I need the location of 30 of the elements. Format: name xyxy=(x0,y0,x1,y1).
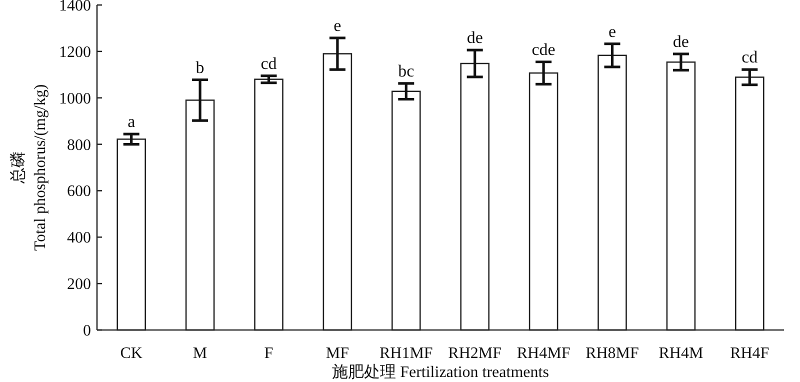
y-tick-label: 400 xyxy=(67,230,91,247)
x-tick-label: MF xyxy=(326,345,350,362)
y-tick-label: 1200 xyxy=(59,44,91,61)
annotation: de xyxy=(672,32,689,51)
y-tick-label: 1000 xyxy=(59,90,91,108)
annotation: b xyxy=(196,58,204,77)
annotation: bc xyxy=(398,61,414,80)
x-tick-label: F xyxy=(264,345,274,362)
y-tick-label: 0 xyxy=(83,322,91,340)
x-tick-label: RH4M xyxy=(658,345,704,362)
annotation: cd xyxy=(260,54,277,73)
x-tick-label: RH2MF xyxy=(448,345,502,362)
x-tick-label: CK xyxy=(120,345,143,362)
x-tick-label: RH4F xyxy=(730,345,770,362)
annotation: de xyxy=(466,28,483,48)
x-tick-label: RH1MF xyxy=(379,345,433,362)
x-axis-title: 施肥处理 Fertilization treatments xyxy=(332,363,549,381)
y-tick-label: 200 xyxy=(67,276,91,294)
x-tick-label: RH4MF xyxy=(516,345,570,362)
y-tick-label: 1400 xyxy=(59,0,91,14)
annotation: cde xyxy=(532,40,556,59)
x-tick-label: M xyxy=(192,345,208,362)
annotation: e xyxy=(334,16,342,35)
y-tick-label: 800 xyxy=(67,136,91,154)
annotation: e xyxy=(608,22,616,41)
annotation: a xyxy=(128,112,136,132)
x-tick-label: RH8MF xyxy=(586,345,640,362)
y-axis-title: 总磷 Total phosphorus/(mg/kg) xyxy=(9,84,49,251)
y-tick-label: 600 xyxy=(67,183,91,200)
annotation: cd xyxy=(742,48,758,67)
